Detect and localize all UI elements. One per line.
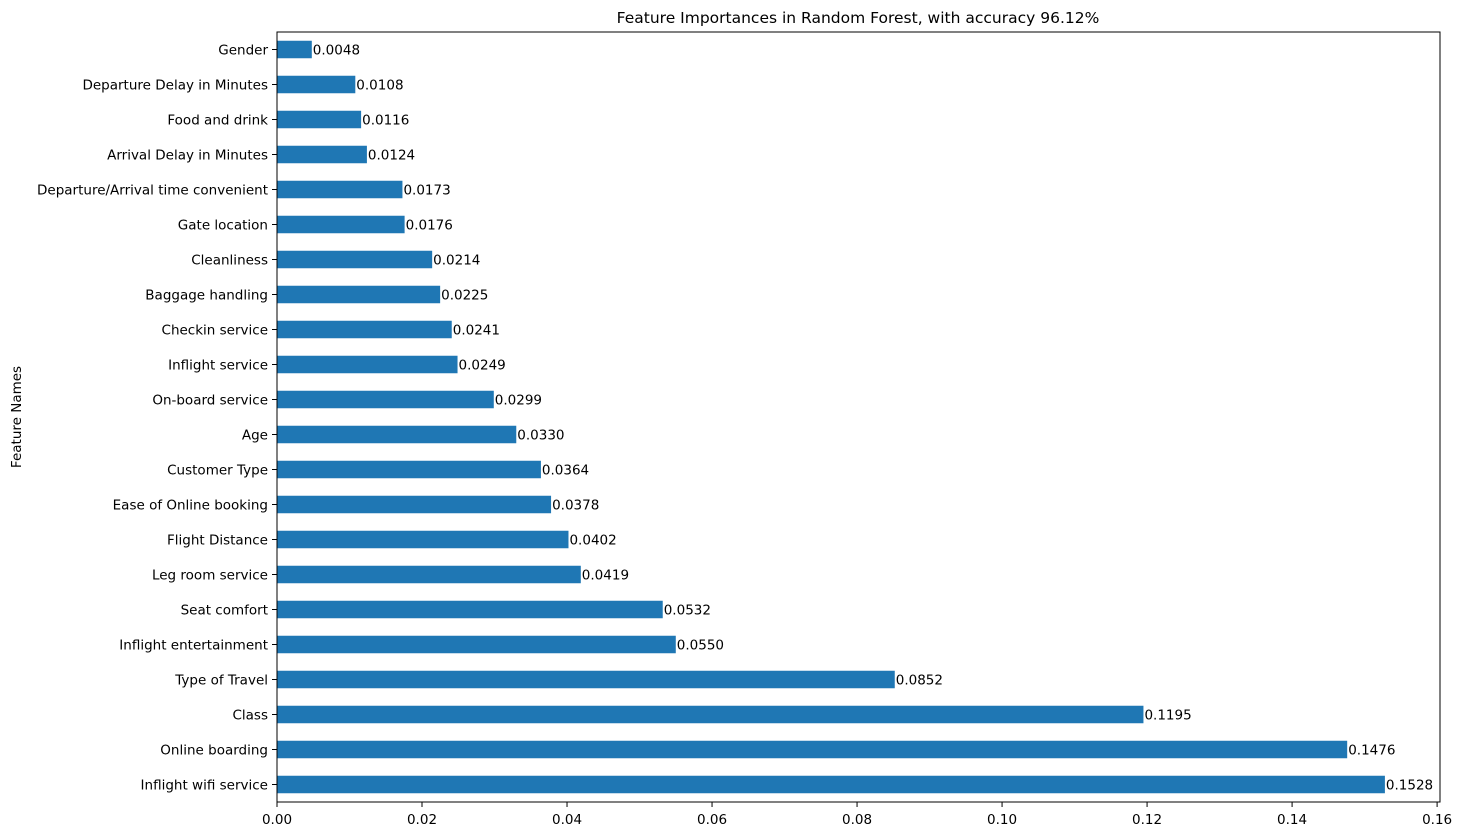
x-tick-label: 0.14 [1277, 812, 1307, 828]
data-label: 0.0378 [552, 498, 599, 514]
bar [277, 355, 458, 374]
y-tick-label: Food and drink [167, 113, 268, 129]
data-label: 0.0364 [542, 463, 589, 479]
bar [277, 635, 676, 654]
y-tick-label: Checkin service [162, 323, 268, 339]
bar [277, 250, 433, 269]
x-tick-label: 0.02 [407, 812, 437, 828]
bar [277, 670, 895, 689]
y-tick-label: Arrival Delay in Minutes [107, 148, 268, 164]
bar [277, 530, 569, 549]
y-tick-labels: Gender Departure Delay in Minutes Food and… [37, 43, 277, 794]
y-tick-label: Inflight service [168, 358, 268, 374]
x-tick-label: 0.08 [842, 812, 872, 828]
bar [277, 775, 1385, 794]
x-tick-label: 0.00 [262, 812, 292, 828]
y-tick-label: Baggage handling [145, 288, 268, 304]
y-tick-label: Customer Type [167, 463, 268, 479]
data-label: 0.0124 [368, 148, 415, 164]
bar [277, 320, 452, 339]
data-label: 0.0048 [313, 43, 360, 59]
y-tick-label: Seat comfort [181, 603, 268, 619]
bar [277, 705, 1144, 724]
data-label: 0.0249 [459, 358, 506, 374]
data-label: 0.0299 [495, 393, 542, 409]
x-tick-label: 0.16 [1422, 812, 1452, 828]
y-tick-label: Ease of Online booking [113, 498, 268, 514]
data-label: 0.1195 [1144, 708, 1191, 724]
y-tick-label: Age [242, 428, 268, 444]
bar [277, 285, 441, 304]
bar [277, 495, 552, 514]
y-tick-label: Flight Distance [167, 533, 268, 549]
bar [277, 565, 581, 584]
y-tick-label: Departure Delay in Minutes [82, 78, 268, 94]
chart-title: Feature Importances in Random Forest, wi… [617, 9, 1100, 27]
y-tick-label: Gender [218, 43, 268, 59]
data-label: 0.0241 [453, 323, 500, 339]
x-tick-label: 0.12 [1132, 812, 1162, 828]
bar [277, 215, 405, 234]
y-tick-label: Inflight entertainment [119, 638, 268, 654]
y-tick-label: Online boarding [160, 743, 268, 759]
bar [277, 600, 663, 619]
bars-group: 0.0048 0.0108 0.0116 0.0124 0.0173 0.0176 0.02… [277, 40, 1433, 794]
x-tick-label: 0.06 [697, 812, 727, 828]
bar [277, 180, 403, 199]
data-label: 0.0852 [896, 673, 943, 689]
x-tick-label: 0.10 [987, 812, 1017, 828]
data-label: 0.0225 [441, 288, 488, 304]
data-label: 0.0550 [677, 638, 724, 654]
bar [277, 145, 367, 164]
bar [277, 110, 362, 129]
bar [277, 390, 494, 409]
y-tick-label: Class [232, 708, 268, 724]
data-label: 0.0108 [356, 78, 403, 94]
x-tick-label: 0.04 [552, 812, 582, 828]
y-tick-label: Cleanliness [191, 253, 268, 269]
y-tick-label: Departure/Arrival time convenient [37, 183, 268, 199]
data-label: 0.0176 [406, 218, 453, 234]
y-tick-label: Gate location [178, 218, 268, 234]
data-label: 0.0419 [582, 568, 629, 584]
data-label: 0.0116 [362, 113, 409, 129]
bar [277, 425, 517, 444]
y-axis-label: Feature Names [9, 366, 25, 468]
data-label: 0.0330 [517, 428, 564, 444]
data-label: 0.0402 [569, 533, 616, 549]
bar [277, 75, 356, 94]
data-label: 0.0173 [403, 183, 450, 199]
data-label: 0.1528 [1386, 778, 1433, 794]
axes-frame [276, 31, 1441, 803]
data-label: 0.0214 [433, 253, 480, 269]
bar [277, 460, 541, 479]
y-tick-label: Inflight wifi service [141, 778, 268, 794]
bar [277, 40, 312, 59]
y-tick-label: On-board service [152, 393, 268, 409]
x-ticks: 0.00 0.02 0.04 0.06 0.08 0.10 0.12 0.14 0.16 [262, 802, 1452, 828]
y-tick-label: Type of Travel [174, 673, 268, 689]
bar [277, 740, 1348, 759]
y-tick-label: Leg room service [152, 568, 268, 584]
data-label: 0.0532 [664, 603, 711, 619]
data-label: 0.1476 [1348, 743, 1395, 759]
